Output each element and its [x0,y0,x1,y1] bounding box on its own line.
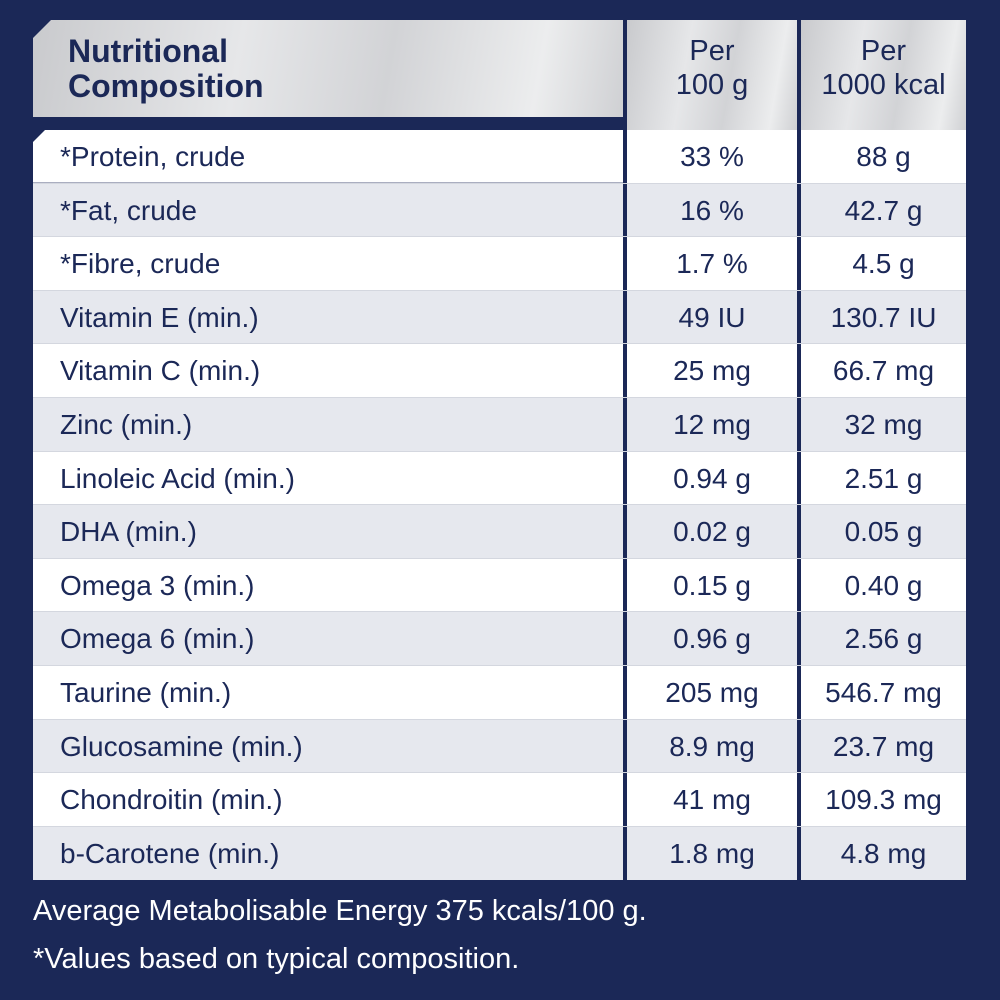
value-per-100g: 16 % [627,183,797,237]
value-per-100g: 49 IU [627,290,797,344]
column-header-per-100g: Per 100 g [627,20,797,131]
table-row: Omega 6 (min.) 0.96 g 2.56 g [33,612,966,666]
table-row: *Fibre, crude 1.7 % 4.5 g [33,237,966,291]
table-row: Chondroitin (min.) 41 mg 109.3 mg [33,773,966,827]
value-per-100g: 0.02 g [627,505,797,558]
value-per-1000kcal: 109.3 mg [801,773,966,826]
value-per-100g: 8.9 mg [627,719,797,773]
col2-line-1: Per [860,35,907,67]
table-row: *Protein, crude 33 % 88 g [33,130,966,184]
table-row: DHA (min.) 0.02 g 0.05 g [33,505,966,559]
col2-line-2: 1000 kcal [821,69,946,101]
value-per-100g: 41 mg [627,773,797,826]
table-row: Taurine (min.) 205 mg 546.7 mg [33,665,966,720]
value-per-1000kcal: 23.7 mg [801,719,966,773]
value-per-1000kcal: 546.7 mg [801,665,966,719]
value-per-100g: 1.7 % [627,237,797,290]
table-row: Vitamin C (min.) 25 mg 66.7 mg [33,344,966,398]
table-row: Omega 3 (min.) 0.15 g 0.40 g [33,558,966,613]
value-per-100g: 0.15 g [627,558,797,612]
nutrient-name: Omega 6 (min.) [33,612,623,665]
value-per-1000kcal: 4.5 g [801,237,966,290]
table-title: Nutritional Composition [68,34,264,104]
nutrient-name: Glucosamine (min.) [33,719,623,773]
value-per-1000kcal: 4.8 mg [801,826,966,881]
nutrient-name: Vitamin E (min.) [33,290,623,344]
nutrient-name: b-Carotene (min.) [33,826,623,881]
col1-line-2: 100 g [675,69,749,101]
value-per-1000kcal: 66.7 mg [801,344,966,397]
table-row: *Fat, crude 16 % 42.7 g [33,183,966,238]
nutrient-name: DHA (min.) [33,505,623,558]
nutrient-name: *Fibre, crude [33,237,623,290]
value-per-100g: 205 mg [627,665,797,719]
table-row: Linoleic Acid (min.) 0.94 g 2.51 g [33,451,966,506]
energy-note: Average Metabolisable Energy 375 kcals/1… [33,895,647,927]
nutrient-name: Taurine (min.) [33,665,623,719]
value-per-100g: 25 mg [627,344,797,397]
nutrient-name: Omega 3 (min.) [33,558,623,612]
nutrient-name: *Fat, crude [33,183,623,237]
table-row: b-Carotene (min.) 1.8 mg 4.8 mg [33,826,966,881]
nutrient-name: Chondroitin (min.) [33,773,623,826]
title-line-1: Nutritional [68,33,228,69]
value-per-1000kcal: 32 mg [801,397,966,451]
value-per-1000kcal: 130.7 IU [801,290,966,344]
value-per-100g: 1.8 mg [627,826,797,881]
value-per-1000kcal: 2.51 g [801,451,966,505]
nutrient-name: Vitamin C (min.) [33,344,623,397]
value-per-100g: 33 % [627,130,797,183]
col1-line-1: Per [689,35,735,67]
value-per-1000kcal: 42.7 g [801,183,966,237]
value-per-1000kcal: 0.05 g [801,505,966,558]
nutrient-name: *Protein, crude [33,130,623,183]
table-row: Zinc (min.) 12 mg 32 mg [33,397,966,452]
nutrition-table-body: *Protein, crude 33 % 88 g *Fat, crude 16 % 42… [33,130,966,881]
value-per-1000kcal: 0.40 g [801,558,966,612]
value-per-100g: 12 mg [627,397,797,451]
typical-values-note: *Values based on typical composition. [33,943,520,975]
title-line-2: Composition [68,68,264,104]
nutrient-name: Zinc (min.) [33,397,623,451]
value-per-100g: 0.94 g [627,451,797,505]
table-row: Glucosamine (min.) 8.9 mg 23.7 mg [33,719,966,774]
value-per-100g: 0.96 g [627,612,797,665]
value-per-1000kcal: 88 g [801,130,966,183]
header-title-cell: Nutritional Composition [33,20,623,117]
value-per-1000kcal: 2.56 g [801,612,966,665]
nutrient-name: Linoleic Acid (min.) [33,451,623,505]
table-row: Vitamin E (min.) 49 IU 130.7 IU [33,290,966,345]
column-header-per-1000kcal: Per 1000 kcal [801,20,966,131]
